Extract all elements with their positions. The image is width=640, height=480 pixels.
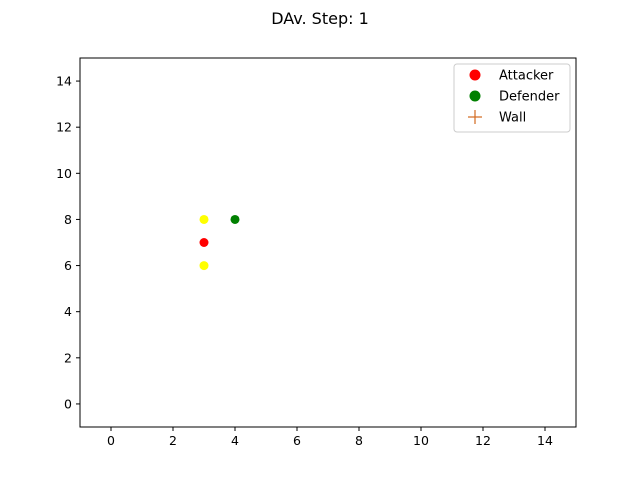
- x-tick-label: 4: [231, 433, 239, 448]
- y-tick-label: 12: [56, 120, 72, 135]
- axes-frame: [79, 57, 577, 428]
- y-tick-label: 0: [64, 396, 72, 411]
- x-tick-label: 14: [537, 433, 553, 448]
- plot-title: DAv. Step: 1: [271, 9, 369, 28]
- legend-wall-marker: [468, 110, 482, 124]
- y-tick-label: 4: [64, 304, 72, 319]
- legend-defender-label: Defender: [499, 90, 560, 105]
- y-tick-label: 2: [64, 350, 72, 365]
- x-tick-label: 0: [107, 433, 115, 448]
- y-tick-label: 14: [56, 74, 72, 89]
- attacker-marker: [199, 238, 209, 247]
- highlight-cell-marker: [199, 214, 209, 224]
- highlight-cell-marker: [199, 261, 209, 271]
- x-tick-label: 6: [293, 433, 301, 448]
- x-tick-label: 8: [355, 433, 363, 448]
- y-tick-label: 6: [64, 258, 72, 273]
- y-tick-label: 10: [56, 166, 72, 181]
- legend-box: [453, 63, 571, 133]
- legend-defender-marker: [469, 90, 481, 102]
- x-tick-label: 10: [413, 433, 429, 448]
- legend-attacker-label: Attacker: [499, 69, 554, 84]
- defender-marker: [230, 214, 240, 224]
- x-tick-label: 12: [475, 433, 491, 448]
- legend-attacker-marker: [469, 69, 481, 81]
- y-tick-label: 8: [64, 212, 72, 227]
- x-tick-label: 2: [169, 433, 177, 448]
- legend-wall-label: Wall: [499, 111, 526, 126]
